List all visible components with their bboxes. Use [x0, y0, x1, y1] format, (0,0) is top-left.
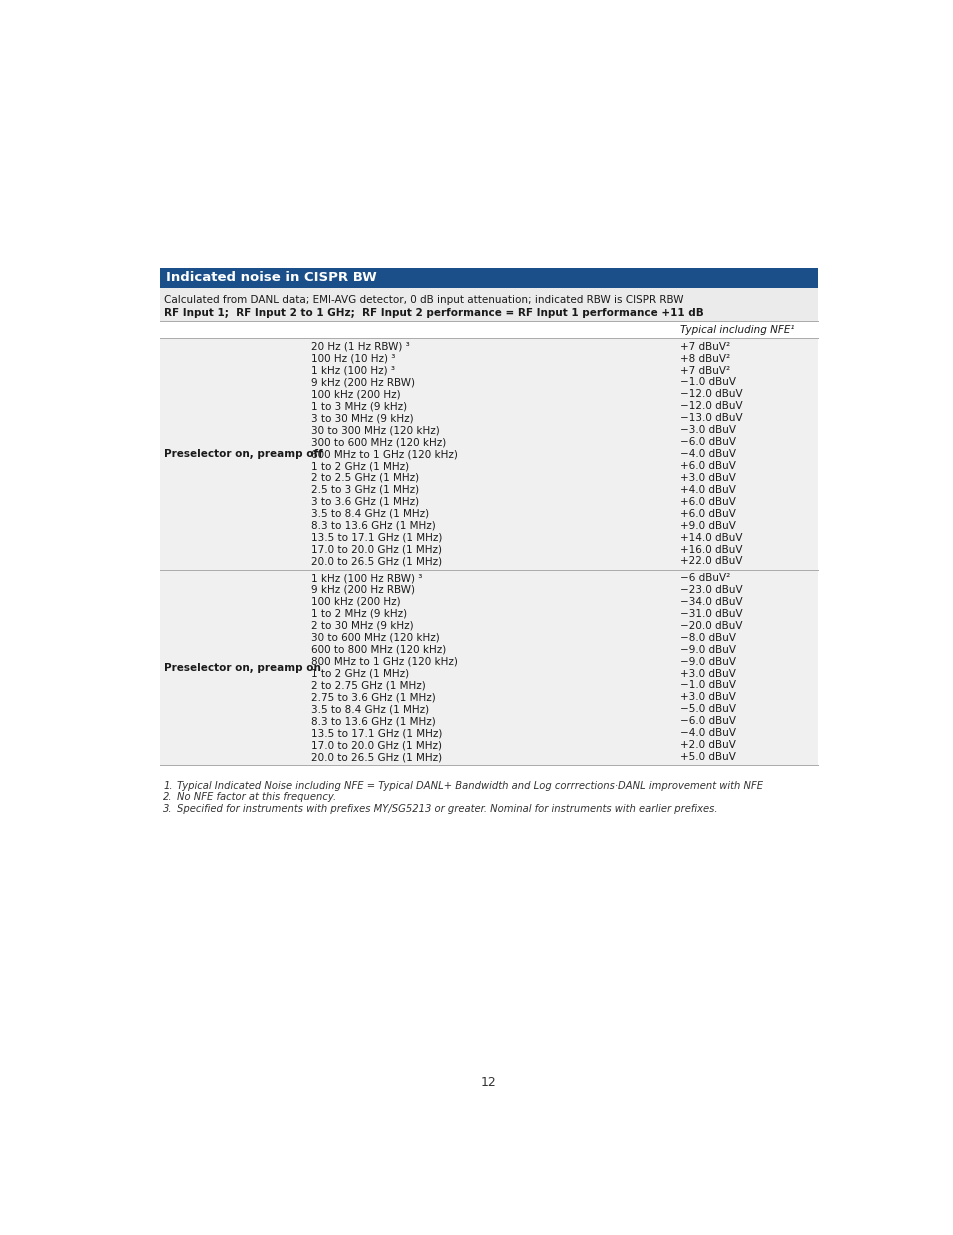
Text: 17.0 to 20.0 GHz (1 MHz): 17.0 to 20.0 GHz (1 MHz): [311, 740, 441, 750]
Text: −4.0 dBuV: −4.0 dBuV: [679, 450, 736, 459]
Text: −4.0 dBuV: −4.0 dBuV: [679, 729, 736, 739]
Text: +7 dBuV²: +7 dBuV²: [679, 366, 730, 375]
Text: 9 kHz (200 Hz RBW): 9 kHz (200 Hz RBW): [311, 378, 415, 388]
Text: 20 Hz (1 Hz RBW) ³: 20 Hz (1 Hz RBW) ³: [311, 342, 409, 352]
Text: +3.0 dBuV: +3.0 dBuV: [679, 693, 736, 703]
Text: +22.0 dBuV: +22.0 dBuV: [679, 557, 742, 567]
Text: 600 MHz to 1 GHz (120 kHz): 600 MHz to 1 GHz (120 kHz): [311, 450, 457, 459]
Text: −34.0 dBuV: −34.0 dBuV: [679, 597, 742, 606]
Text: 3.5 to 8.4 GHz (1 MHz): 3.5 to 8.4 GHz (1 MHz): [311, 509, 428, 519]
Bar: [159, 338, 818, 569]
Text: 1 kHz (100 Hz RBW) ³: 1 kHz (100 Hz RBW) ³: [311, 573, 421, 583]
Text: 3.5 to 8.4 GHz (1 MHz): 3.5 to 8.4 GHz (1 MHz): [311, 704, 428, 714]
Text: 800 MHz to 1 GHz (120 kHz): 800 MHz to 1 GHz (120 kHz): [311, 657, 457, 667]
Text: 2 to 2.5 GHz (1 MHz): 2 to 2.5 GHz (1 MHz): [311, 473, 418, 483]
Bar: [159, 288, 818, 321]
Text: −5.0 dBuV: −5.0 dBuV: [679, 704, 736, 714]
Text: −6 dBuV²: −6 dBuV²: [679, 573, 730, 583]
Bar: [159, 268, 818, 288]
Text: +6.0 dBuV: +6.0 dBuV: [679, 496, 736, 506]
Text: 1 to 3 MHz (9 kHz): 1 to 3 MHz (9 kHz): [311, 401, 406, 411]
Text: 8.3 to 13.6 GHz (1 MHz): 8.3 to 13.6 GHz (1 MHz): [311, 716, 435, 726]
Text: Indicated noise in CISPR BW: Indicated noise in CISPR BW: [166, 270, 376, 284]
Text: −23.0 dBuV: −23.0 dBuV: [679, 585, 742, 595]
Text: 17.0 to 20.0 GHz (1 MHz): 17.0 to 20.0 GHz (1 MHz): [311, 545, 441, 555]
Text: 2.5 to 3 GHz (1 MHz): 2.5 to 3 GHz (1 MHz): [311, 485, 418, 495]
Text: RF Input 1;  RF Input 2 to 1 GHz;  RF Input 2 performance = RF Input 1 performan: RF Input 1; RF Input 2 to 1 GHz; RF Inpu…: [164, 308, 703, 317]
Text: Calculated from DANL data; EMI-AVG detector, 0 dB input attenuation; indicated R: Calculated from DANL data; EMI-AVG detec…: [164, 295, 683, 305]
Text: 20.0 to 26.5 GHz (1 MHz): 20.0 to 26.5 GHz (1 MHz): [311, 752, 441, 762]
Text: +6.0 dBuV: +6.0 dBuV: [679, 461, 736, 471]
Text: 20.0 to 26.5 GHz (1 MHz): 20.0 to 26.5 GHz (1 MHz): [311, 557, 441, 567]
Text: +7 dBuV²: +7 dBuV²: [679, 342, 730, 352]
Text: 1 to 2 MHz (9 kHz): 1 to 2 MHz (9 kHz): [311, 609, 406, 619]
Text: No NFE factor at this frequency.: No NFE factor at this frequency.: [176, 793, 335, 803]
Text: 12: 12: [480, 1076, 497, 1089]
Text: 30 to 300 MHz (120 kHz): 30 to 300 MHz (120 kHz): [311, 425, 439, 435]
Text: +8 dBuV²: +8 dBuV²: [679, 353, 730, 363]
Text: −6.0 dBuV: −6.0 dBuV: [679, 437, 736, 447]
Text: +2.0 dBuV: +2.0 dBuV: [679, 740, 736, 750]
Text: −8.0 dBuV: −8.0 dBuV: [679, 632, 736, 642]
Text: −12.0 dBuV: −12.0 dBuV: [679, 389, 742, 399]
Text: 100 Hz (10 Hz) ³: 100 Hz (10 Hz) ³: [311, 353, 395, 363]
Text: 3.: 3.: [163, 804, 172, 814]
Text: 30 to 600 MHz (120 kHz): 30 to 600 MHz (120 kHz): [311, 632, 439, 642]
Text: Preselector on, preamp off: Preselector on, preamp off: [164, 450, 323, 459]
Text: 300 to 600 MHz (120 kHz): 300 to 600 MHz (120 kHz): [311, 437, 445, 447]
Text: +16.0 dBuV: +16.0 dBuV: [679, 545, 742, 555]
Text: +3.0 dBuV: +3.0 dBuV: [679, 668, 736, 678]
Text: +3.0 dBuV: +3.0 dBuV: [679, 473, 736, 483]
Text: +9.0 dBuV: +9.0 dBuV: [679, 521, 736, 531]
Text: −6.0 dBuV: −6.0 dBuV: [679, 716, 736, 726]
Text: Specified for instruments with prefixes MY/SG5213 or greater. Nominal for instru: Specified for instruments with prefixes …: [176, 804, 717, 814]
Text: 1.: 1.: [163, 781, 172, 790]
Text: 2 to 30 MHz (9 kHz): 2 to 30 MHz (9 kHz): [311, 621, 413, 631]
Text: +4.0 dBuV: +4.0 dBuV: [679, 485, 736, 495]
Text: −9.0 dBuV: −9.0 dBuV: [679, 657, 736, 667]
Text: +6.0 dBuV: +6.0 dBuV: [679, 509, 736, 519]
Text: 1 to 2 GHz (1 MHz): 1 to 2 GHz (1 MHz): [311, 668, 409, 678]
Text: Preselector on, preamp on: Preselector on, preamp on: [164, 662, 321, 673]
Text: −3.0 dBuV: −3.0 dBuV: [679, 425, 736, 435]
Text: −13.0 dBuV: −13.0 dBuV: [679, 414, 742, 424]
Text: Typical including NFE¹: Typical including NFE¹: [679, 325, 794, 335]
Text: 13.5 to 17.1 GHz (1 MHz): 13.5 to 17.1 GHz (1 MHz): [311, 532, 441, 542]
Text: −20.0 dBuV: −20.0 dBuV: [679, 621, 742, 631]
Text: 3 to 30 MHz (9 kHz): 3 to 30 MHz (9 kHz): [311, 414, 413, 424]
Text: Typical Indicated Noise including NFE = Typical DANL+ Bandwidth and Log corrrect: Typical Indicated Noise including NFE = …: [176, 781, 762, 790]
Text: 2.75 to 3.6 GHz (1 MHz): 2.75 to 3.6 GHz (1 MHz): [311, 693, 435, 703]
Text: 2.: 2.: [163, 793, 172, 803]
Text: 100 kHz (200 Hz): 100 kHz (200 Hz): [311, 597, 400, 606]
Text: −31.0 dBuV: −31.0 dBuV: [679, 609, 742, 619]
Text: +14.0 dBuV: +14.0 dBuV: [679, 532, 742, 542]
Bar: [159, 569, 818, 766]
Text: 3 to 3.6 GHz (1 MHz): 3 to 3.6 GHz (1 MHz): [311, 496, 418, 506]
Text: 8.3 to 13.6 GHz (1 MHz): 8.3 to 13.6 GHz (1 MHz): [311, 521, 435, 531]
Text: 1 kHz (100 Hz) ³: 1 kHz (100 Hz) ³: [311, 366, 395, 375]
Text: 9 kHz (200 Hz RBW): 9 kHz (200 Hz RBW): [311, 585, 415, 595]
Text: −1.0 dBuV: −1.0 dBuV: [679, 378, 736, 388]
Text: 2 to 2.75 GHz (1 MHz): 2 to 2.75 GHz (1 MHz): [311, 680, 425, 690]
Text: 100 kHz (200 Hz): 100 kHz (200 Hz): [311, 389, 400, 399]
Text: −1.0 dBuV: −1.0 dBuV: [679, 680, 736, 690]
Text: −12.0 dBuV: −12.0 dBuV: [679, 401, 742, 411]
Text: 1 to 2 GHz (1 MHz): 1 to 2 GHz (1 MHz): [311, 461, 409, 471]
Text: 600 to 800 MHz (120 kHz): 600 to 800 MHz (120 kHz): [311, 645, 445, 655]
Text: +5.0 dBuV: +5.0 dBuV: [679, 752, 736, 762]
Text: −9.0 dBuV: −9.0 dBuV: [679, 645, 736, 655]
Text: 13.5 to 17.1 GHz (1 MHz): 13.5 to 17.1 GHz (1 MHz): [311, 729, 441, 739]
